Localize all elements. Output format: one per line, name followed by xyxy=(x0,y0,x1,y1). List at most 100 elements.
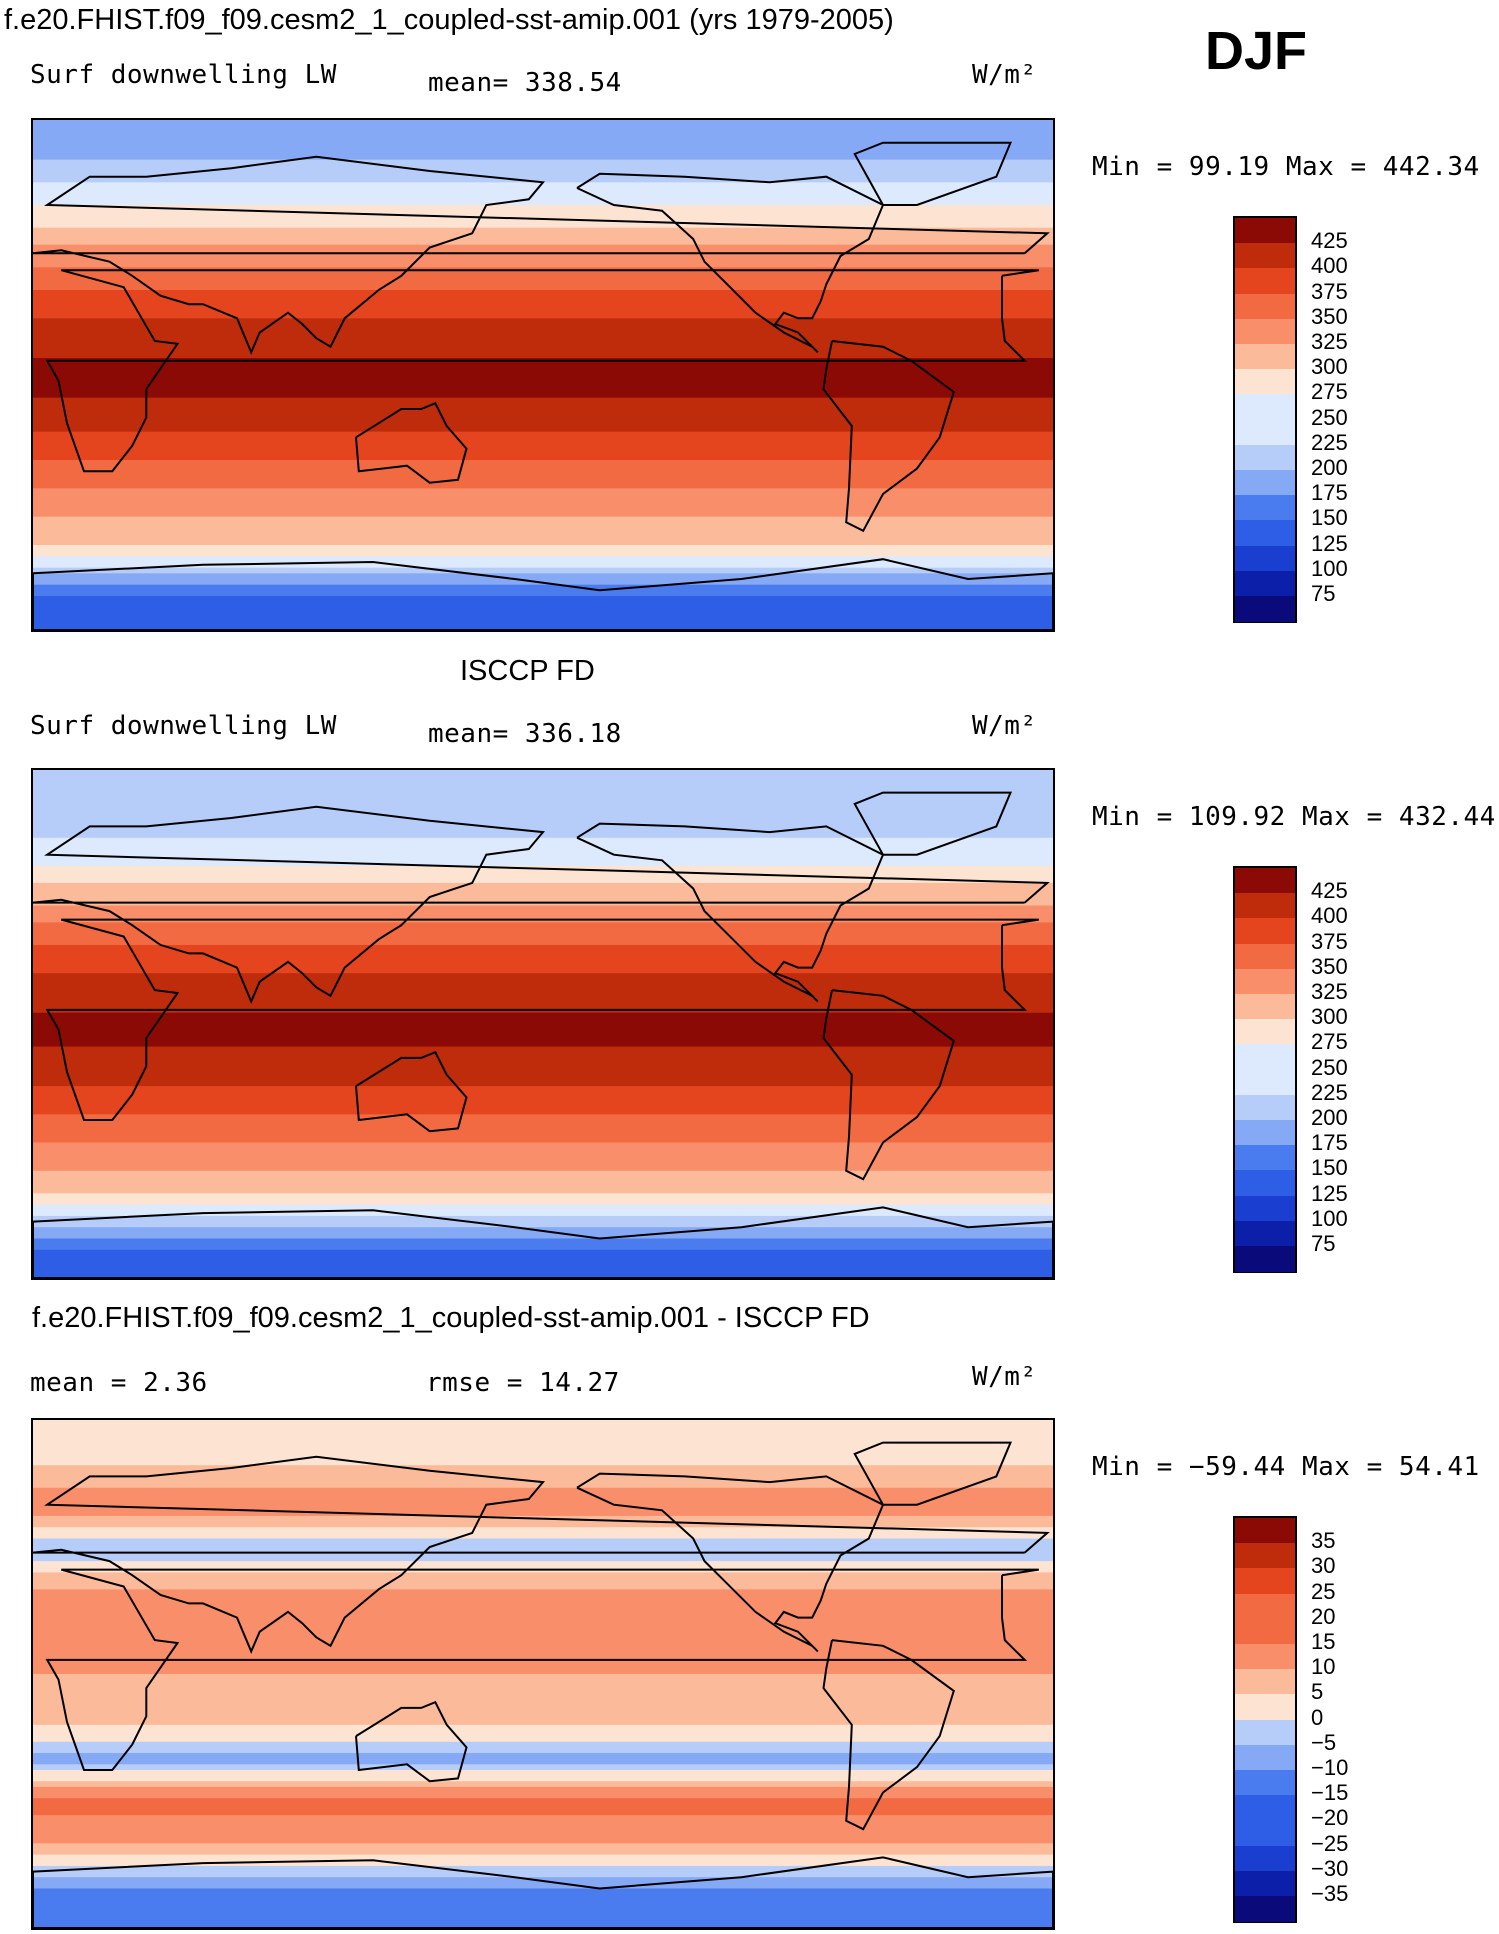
zonal-band xyxy=(33,550,1053,557)
colorbar-swatch xyxy=(1235,1568,1295,1595)
colorbar-tick-label: 25 xyxy=(1311,1578,1336,1604)
zonal-band xyxy=(33,1848,1053,1856)
colorbar-tick-label: 10 xyxy=(1311,1654,1336,1680)
colorbar-tick-label: 425 xyxy=(1311,878,1348,904)
coastline-4 xyxy=(355,1050,468,1133)
zonal-band xyxy=(33,346,1053,353)
zonal-band xyxy=(33,1459,1053,1466)
colorbar-tick-label: 150 xyxy=(1311,1155,1348,1181)
colorbar-tick-label: 35 xyxy=(1311,1528,1336,1554)
colorbar-tick-label: 275 xyxy=(1311,379,1348,405)
zonal-band xyxy=(33,1465,1053,1472)
zonal-band xyxy=(33,911,1053,918)
zonal-band xyxy=(33,182,1053,189)
zonal-band xyxy=(33,1544,1053,1551)
colorbar-swatch xyxy=(1235,1870,1295,1897)
zonal-band xyxy=(33,188,1053,195)
zonal-band xyxy=(33,295,1053,302)
zonal-band xyxy=(33,1187,1053,1194)
zonal-band xyxy=(33,1809,1053,1816)
colorbar-tick-label: 425 xyxy=(1311,228,1348,254)
zonal-band xyxy=(33,1781,1053,1788)
zonal-band xyxy=(33,1832,1053,1839)
zonal-band xyxy=(33,1504,1053,1511)
zonal-band xyxy=(33,1029,1053,1036)
panel3-mean-label: mean = 2.36 xyxy=(30,1368,208,1398)
zonal-band xyxy=(33,1136,1053,1144)
colorbar-swatch xyxy=(1235,1694,1295,1721)
colorbar-tick-label: 20 xyxy=(1311,1603,1336,1629)
zonal-band xyxy=(33,165,1053,172)
colorbar-tick-label: 300 xyxy=(1311,1004,1348,1030)
colorbar-tick-label: 75 xyxy=(1311,1231,1336,1256)
zonal-band xyxy=(33,1012,1053,1019)
zonal-band xyxy=(33,1572,1053,1579)
zonal-band xyxy=(33,1125,1053,1132)
zonal-band xyxy=(33,1769,1053,1777)
colorbar-tick-label: 250 xyxy=(1311,1054,1348,1080)
panel3-unit-label: W/m² xyxy=(972,1362,1037,1392)
zonal-band xyxy=(33,1431,1053,1438)
zonal-band xyxy=(33,545,1053,552)
coastline-0 xyxy=(45,1568,1039,1771)
coastline-0 xyxy=(45,269,1039,473)
zonal-band xyxy=(33,1758,1053,1765)
zonal-band xyxy=(33,1905,1053,1912)
zonal-band xyxy=(33,1069,1053,1076)
panel1-title: f.e20.FHIST.f09_f09.cesm2_1_coupled-sst-… xyxy=(4,4,894,36)
zonal-band xyxy=(33,1204,1053,1211)
zonal-band xyxy=(33,1589,1053,1596)
panel1-map xyxy=(31,118,1055,632)
colorbar-swatch xyxy=(1235,1246,1295,1272)
zonal-band xyxy=(33,978,1053,986)
zonal-band xyxy=(33,849,1053,856)
zonal-band xyxy=(33,1888,1053,1895)
zonal-band xyxy=(33,273,1053,280)
colorbar-tick-label: −5 xyxy=(1311,1729,1337,1755)
colorbar-tick-label: 175 xyxy=(1311,480,1348,506)
colorbar-tick-label: 250 xyxy=(1311,404,1348,430)
zonal-band xyxy=(33,922,1053,929)
colorbar-tick-label: 100 xyxy=(1311,555,1348,581)
zonal-band xyxy=(33,877,1053,884)
zonal-band xyxy=(33,826,1053,833)
colorbar-tick-label: −30 xyxy=(1311,1855,1349,1881)
colorbar-tick-label: 400 xyxy=(1311,903,1348,929)
zonal-band xyxy=(33,516,1053,523)
colorbar-swatch xyxy=(1235,218,1295,244)
zonal-band xyxy=(33,1634,1053,1641)
zonal-band xyxy=(33,307,1053,314)
colorbar-swatch xyxy=(1235,369,1295,395)
zonal-band xyxy=(33,944,1053,952)
colorbar-tick-label: −15 xyxy=(1311,1780,1349,1806)
zonal-band xyxy=(33,1018,1053,1025)
colorbar-swatch xyxy=(1235,1220,1295,1247)
zonal-band xyxy=(33,1611,1053,1619)
zonal-band xyxy=(33,1453,1053,1461)
cbar3-frame xyxy=(1233,1516,1297,1924)
colorbar-swatch xyxy=(1235,1170,1295,1197)
zonal-band xyxy=(33,1499,1053,1506)
zonal-band xyxy=(33,584,1053,591)
zonal-band xyxy=(33,1057,1053,1065)
coastline-6 xyxy=(33,1206,1053,1278)
colorbar-tick-label: 350 xyxy=(1311,953,1348,979)
zonal-band xyxy=(33,950,1053,957)
colorbar-swatch xyxy=(1235,1145,1295,1171)
zonal-band xyxy=(33,556,1053,563)
panel2-map xyxy=(31,768,1055,1280)
zonal-band xyxy=(33,1046,1053,1053)
zonal-band xyxy=(33,984,1053,991)
colorbar-swatch xyxy=(1235,893,1295,919)
zonal-band xyxy=(33,809,1053,816)
zonal-band xyxy=(33,1165,1053,1172)
zonal-band xyxy=(33,392,1053,399)
zonal-band xyxy=(33,567,1053,574)
zonal-band xyxy=(33,131,1053,138)
colorbar-swatch xyxy=(1235,318,1295,345)
zonal-band xyxy=(33,1741,1053,1748)
zonal-band xyxy=(33,820,1053,828)
zonal-band xyxy=(33,770,1053,777)
zonal-band xyxy=(33,1052,1053,1059)
zonal-band xyxy=(33,1719,1053,1726)
